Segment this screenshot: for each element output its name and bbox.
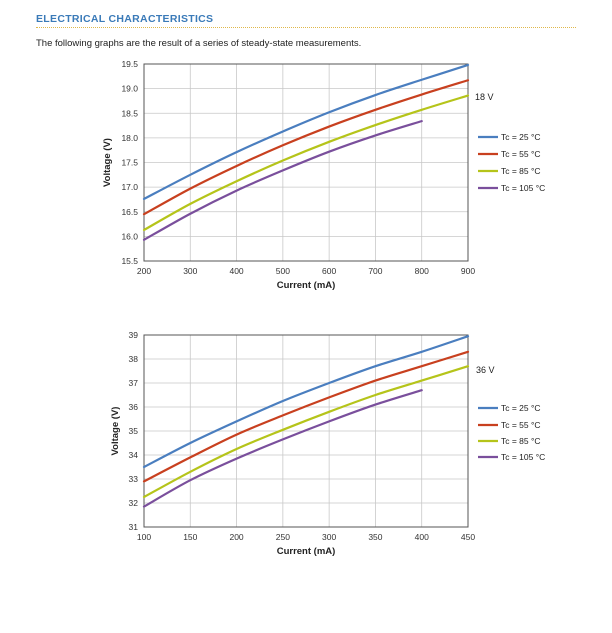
y-tick-label: 17.5 [121,158,138,168]
x-axis-label: Current (mA) [277,546,336,557]
legend-label: Tc = 85 °C [501,166,541,176]
x-tick-label: 250 [276,532,290,542]
x-tick-label: 300 [322,532,336,542]
y-tick-label: 18.5 [121,108,138,118]
y-tick-label: 35 [129,426,139,436]
y-tick-label: 37 [129,378,139,388]
y-tick-label: 33 [129,474,139,484]
legend-label: Tc = 105 °C [501,183,545,193]
legend-label: Tc = 105 °C [501,452,545,462]
x-tick-label: 350 [368,532,382,542]
x-tick-label: 100 [137,532,151,542]
legend-label: Tc = 55 °C [501,149,541,159]
y-tick-label: 15.5 [121,256,138,266]
series-line [142,79,470,216]
chart-36v: 31 32 33 34 35 36 37 38 39 100 150 200 250 300 350 400 4… [110,330,545,557]
y-tick-label: 16.5 [121,207,138,217]
voltage-annotation: 36 V [476,365,495,375]
series-line [142,350,470,483]
plot-frame [143,334,469,528]
legend-label: Tc = 55 °C [501,420,541,430]
x-tick-label: 600 [322,266,336,276]
y-tick-label: 31 [129,522,139,532]
x-tick-label: 500 [276,266,290,276]
x-axis-label: Current (mA) [277,280,336,291]
series-line [142,389,423,508]
series-line [142,63,470,201]
series-line [142,94,470,232]
section-heading: ELECTRICAL CHARACTERISTICS [36,13,214,25]
y-tick-label: 36 [129,402,139,412]
y-tick-label: 19.5 [121,59,138,69]
series-line [142,120,423,241]
series-line [142,335,470,469]
y-tick-label: 39 [129,330,139,340]
x-tick-label: 400 [229,266,243,276]
y-tick-label: 34 [129,450,139,460]
intro-text: The following graphs are the result of a… [36,38,362,49]
y-tick-label: 19.0 [121,84,138,94]
heading-divider [36,27,576,28]
y-tick-label: 16.0 [121,231,138,241]
y-axis-label: Voltage (V) [110,407,121,456]
plot-frame [143,63,469,262]
legend-label: Tc = 25 °C [501,132,541,142]
legend-label: Tc = 25 °C [501,403,541,413]
y-tick-label: 17.0 [121,182,138,192]
voltage-annotation: 18 V [475,92,494,102]
x-tick-label: 400 [415,532,429,542]
x-tick-label: 700 [368,266,382,276]
y-tick-label: 32 [129,498,139,508]
series-line [142,365,470,499]
chart-18v: 15.5 16.0 16.5 17.0 17.5 18.0 18.5 19.0 19.5 200 3… [102,59,545,291]
x-tick-label: 800 [415,266,429,276]
x-tick-label: 200 [137,266,151,276]
x-tick-label: 200 [229,532,243,542]
y-axis-label: Voltage (V) [102,138,113,187]
x-tick-label: 300 [183,266,197,276]
x-tick-label: 150 [183,532,197,542]
x-tick-label: 900 [461,266,475,276]
y-tick-label: 38 [129,354,139,364]
x-tick-label: 450 [461,532,475,542]
y-tick-label: 18.0 [121,133,138,143]
legend-label: Tc = 85 °C [501,436,541,446]
